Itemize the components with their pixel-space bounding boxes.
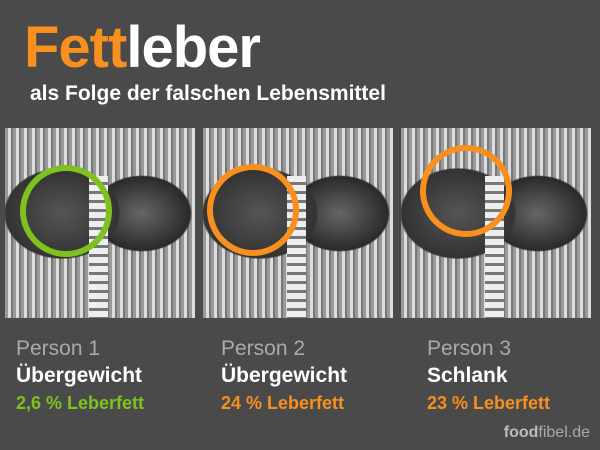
liver-highlight-ring-1 — [20, 165, 112, 257]
liver-highlight-ring-2 — [207, 164, 299, 256]
person-3-info: Person 3 Schlank 23 % Leberfett — [427, 337, 551, 413]
subtitle: als Folge der falschen Lebensmittel — [30, 82, 386, 105]
person-1-info: Person 1 Übergewicht 2,6 % Leberfett — [16, 337, 145, 413]
person-2-info: Person 2 Übergewicht 24 % Leberfett — [221, 337, 348, 413]
page-title: Fettleber — [24, 15, 261, 80]
brand-logo: foodfibel.de — [503, 424, 590, 441]
liver-highlight-ring-3 — [420, 145, 512, 237]
